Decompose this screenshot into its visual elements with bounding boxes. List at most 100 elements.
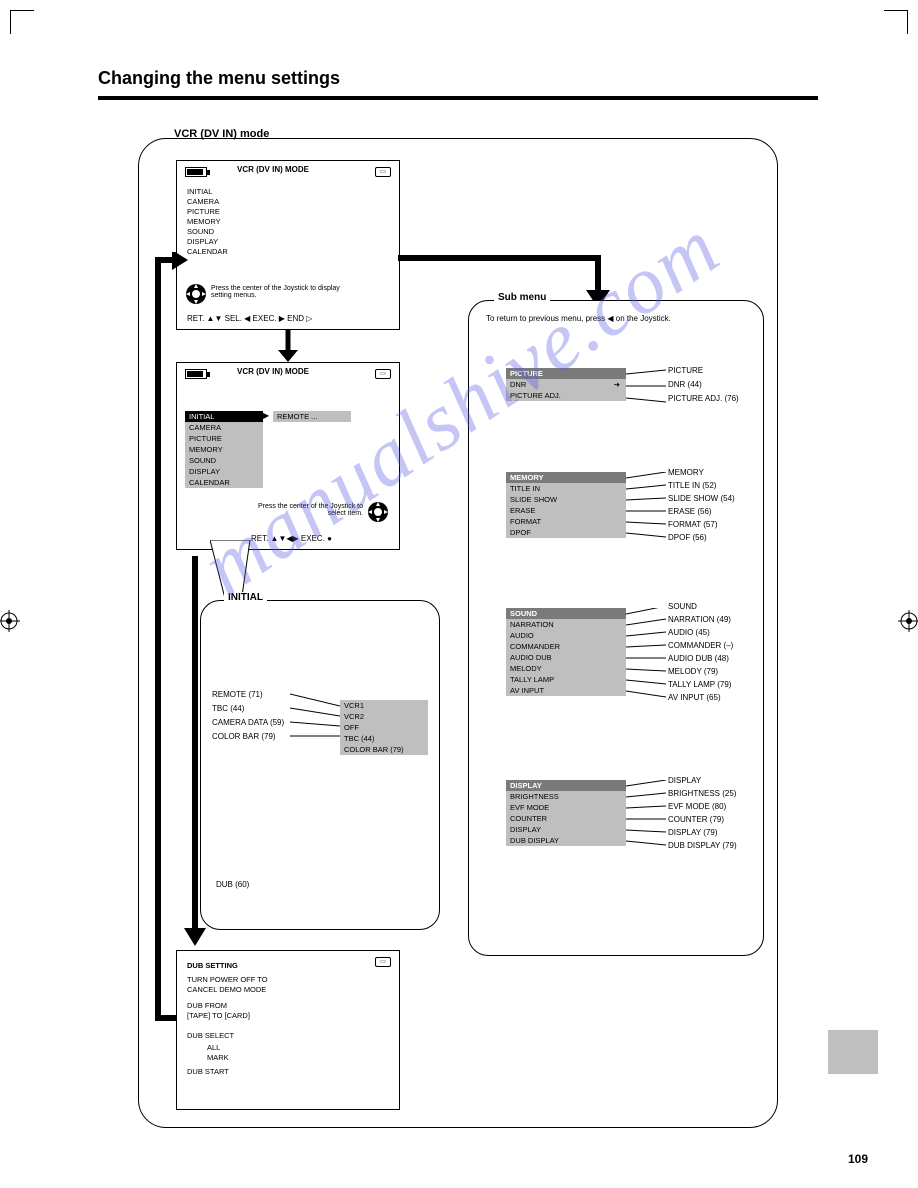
leader-lines	[626, 472, 666, 548]
leader-label: ERASE (56)	[668, 505, 735, 518]
leader-label: DISPLAY	[668, 774, 737, 787]
dub-label: DUB (60)	[216, 880, 249, 889]
leader-label: TALLY LAMP (79)	[668, 678, 733, 691]
leader-label: REMOTE (71)	[212, 688, 284, 702]
menu-header: MEMORY	[506, 472, 626, 483]
leader-labels: DISPLAY BRIGHTNESS (25) EVF MODE (80) CO…	[668, 774, 737, 852]
panel-initial-tab: INITIAL	[224, 592, 267, 603]
menu-item: SLIDE SHOW	[506, 494, 626, 505]
menu-item: PICTURE	[187, 207, 389, 216]
page: Changing the menu settings VCR (DV IN) m…	[0, 0, 918, 1188]
screen-vcr-mode-2: VCR (DV IN) MODE ▭ INITIAL CAMERA PICTUR…	[176, 362, 400, 550]
joystick-hint: Press the center of the Joystick to sele…	[253, 503, 363, 517]
screen-vcr-mode-1: VCR (DV IN) MODE ▭ INITIAL CAMERA PICTUR…	[176, 160, 400, 330]
menu-item: INITIAL	[187, 187, 389, 196]
leader-label: TBC (44)	[212, 702, 284, 716]
registration-mark	[898, 610, 918, 632]
leader-label: FORMAT (57)	[668, 518, 735, 531]
menu-header: SOUND	[506, 608, 626, 619]
menu-item: VCR2	[340, 711, 428, 722]
leader-labels: REMOTE (71) TBC (44) CAMERA DATA (59) CO…	[212, 688, 284, 744]
nav-hints: RET. ▲▼ SEL. ◀ EXEC. ▶ END ▷	[187, 314, 312, 323]
line: DUB START	[187, 1067, 389, 1076]
leader-lines	[626, 780, 666, 860]
leader-label: SOUND	[668, 600, 733, 613]
header-rule	[98, 96, 818, 100]
menu-header: PICTURE	[506, 368, 626, 379]
submenu-picture: PICTURE DNR➜ PICTURE ADJ.	[506, 368, 626, 401]
crop-mark	[10, 10, 34, 34]
menu-item: DISPLAY	[187, 237, 389, 246]
leader-label: DPOF (56)	[668, 531, 735, 544]
submenu-memory: MEMORY TITLE IN SLIDE SHOW ERASE FORMAT …	[506, 472, 626, 538]
submenu-label: REMOTE ...	[273, 411, 351, 422]
leader-label: DNR (44)	[668, 378, 739, 392]
menu-item: OFF	[340, 722, 428, 733]
menu-header: INITIAL	[185, 411, 263, 422]
leader-label: SLIDE SHOW (54)	[668, 492, 735, 505]
leader-label: DUB DISPLAY (79)	[668, 839, 737, 852]
menu-item: TBC (44)	[340, 733, 428, 744]
crop-mark	[884, 10, 908, 34]
line: CANCEL DEMO MODE	[187, 985, 389, 994]
submenu-note: To return to previous menu, press ◀ on t…	[486, 314, 746, 323]
menu-item: AUDIO	[506, 630, 626, 641]
menu-item: DPOF	[506, 527, 626, 538]
menu-item: DUB DISPLAY	[506, 835, 626, 846]
line: [TAPE] TO [CARD]	[187, 1011, 389, 1020]
line: DUB SETTING	[187, 961, 389, 970]
leader-lines	[290, 688, 340, 748]
menu-item: DISPLAY	[506, 824, 626, 835]
battery-icon	[185, 167, 207, 177]
menu-item: EVF MODE	[506, 802, 626, 813]
line: DUB FROM	[187, 1001, 389, 1010]
side-page-tab	[828, 1030, 878, 1074]
menu-item: PICTURE ADJ.	[506, 390, 626, 401]
registration-mark	[0, 610, 20, 632]
submenu-display: DISPLAY BRIGHTNESS EVF MODE COUNTER DISP…	[506, 780, 626, 846]
leader-label: MELODY (79)	[668, 665, 733, 678]
leader-label: COMMANDER (–)	[668, 639, 733, 652]
menu-item: MELODY	[506, 663, 626, 674]
leader-label: PICTURE	[668, 364, 739, 378]
menu-item: CAMERA	[185, 422, 263, 433]
tape-icon: ▭	[375, 167, 391, 177]
leader-labels: SOUND NARRATION (49) AUDIO (45) COMMANDE…	[668, 600, 733, 704]
leader-label: TITLE IN (52)	[668, 479, 735, 492]
submenu-sound: SOUND NARRATION AUDIO COMMANDER AUDIO DU…	[506, 608, 626, 696]
menu-item: BRIGHTNESS	[506, 791, 626, 802]
leader-label: COUNTER (79)	[668, 813, 737, 826]
menu-item: NARRATION	[506, 619, 626, 630]
page-number: 109	[848, 1152, 868, 1166]
menu-item: CALENDAR	[187, 247, 389, 256]
leader-label: AUDIO DUB (48)	[668, 652, 733, 665]
leader-label: NARRATION (49)	[668, 613, 733, 626]
arrow-down-long-icon	[180, 556, 210, 946]
leader-label: DISPLAY (79)	[668, 826, 737, 839]
menu-item: SOUND	[187, 227, 389, 236]
leader-label: PICTURE ADJ. (76)	[668, 392, 739, 406]
menu-item: DISPLAY	[185, 466, 263, 477]
line: TURN POWER OFF TO	[187, 975, 389, 984]
leader-label: AUDIO (45)	[668, 626, 733, 639]
menu-item: CALENDAR	[185, 477, 263, 488]
line: MARK	[207, 1053, 389, 1062]
menu-item: FORMAT	[506, 516, 626, 527]
menu-header: DISPLAY	[506, 780, 626, 791]
leader-labels: MEMORY TITLE IN (52) SLIDE SHOW (54) ERA…	[668, 466, 735, 544]
menu-item: PICTURE	[185, 433, 263, 444]
menu-item: ERASE	[506, 505, 626, 516]
screen-title: VCR (DV IN) MODE	[237, 367, 309, 376]
tape-icon: ▭	[375, 369, 391, 379]
leader-label: BRIGHTNESS (25)	[668, 787, 737, 800]
label: DNR	[510, 380, 526, 389]
arrow-down-icon	[276, 330, 300, 362]
menu-item: AV INPUT	[506, 685, 626, 696]
screen-dub-setting: ▭ DUB SETTING TURN POWER OFF TO CANCEL D…	[176, 950, 400, 1110]
leader-label: AV INPUT (65)	[668, 691, 733, 704]
menu-item: TALLY LAMP	[506, 674, 626, 685]
leader-label: COLOR BAR (79)	[212, 730, 284, 744]
joystick-icon	[367, 501, 389, 523]
leader-lines	[626, 368, 666, 412]
screen-title: VCR (DV IN) MODE	[237, 165, 309, 174]
